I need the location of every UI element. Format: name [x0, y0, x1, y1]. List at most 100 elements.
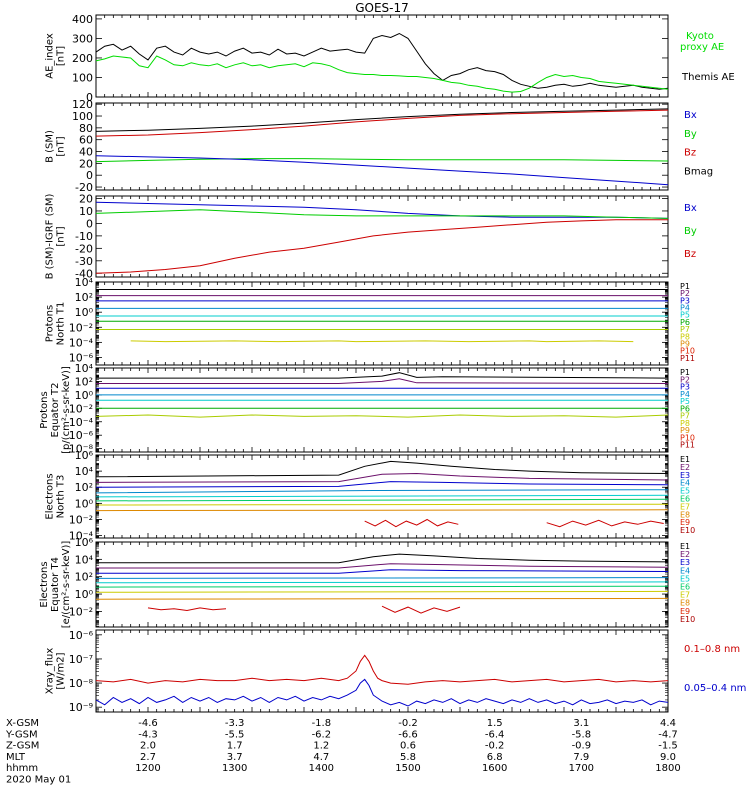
legend-entry: P8: [680, 332, 690, 341]
legend-entry: P8: [680, 419, 690, 428]
series-line-e3: [95, 481, 669, 488]
x-axis-value: -4.7: [658, 729, 678, 740]
y-axis-label: Xray_flux: [45, 648, 56, 695]
series-line-by: [95, 209, 669, 219]
y-axis-label: Electrons: [39, 561, 50, 607]
y-tick-label: 0: [86, 217, 93, 230]
legend-entry: E8: [680, 599, 690, 608]
legend-entry: 0.1–0.8 nm: [684, 644, 740, 655]
legend-entry: P11: [680, 441, 695, 450]
x-axis-row-label: hhmm: [6, 763, 38, 774]
y-tick-label: 10⁰: [75, 306, 94, 319]
x-axis-row-label: Y-GSM: [5, 729, 38, 740]
legend-entry: P9: [680, 339, 690, 348]
legend-entry: P9: [680, 426, 690, 435]
legend-entry: P1: [680, 368, 690, 377]
y-tick-label: 10⁴: [75, 553, 94, 566]
series-line-e9: [381, 605, 461, 614]
x-axis-value: 2.0: [140, 741, 156, 752]
x-axis-value: 1400: [309, 763, 334, 774]
legend-entry: E4: [680, 566, 690, 575]
legend-entry: P5: [680, 397, 690, 406]
x-axis-value: -6.6: [398, 729, 418, 740]
legend-entry: E1: [680, 542, 690, 551]
series-line-e2: [96, 563, 669, 569]
y-axis-label: [nT]: [56, 46, 67, 66]
series-line-bx: [95, 201, 669, 219]
y-tick-label: 0: [86, 91, 93, 104]
y-axis-label: AE_index: [45, 33, 56, 79]
x-axis-value: 1300: [222, 763, 247, 774]
series-line-kyoto-proxy-ae: [95, 55, 669, 93]
x-axis-value: 4.7: [313, 752, 329, 763]
x-axis-value: 1600: [482, 763, 507, 774]
x-axis-value: 1500: [395, 763, 420, 774]
y-tick-label: 20: [79, 157, 93, 170]
y-tick-label: 10²: [75, 375, 93, 388]
x-axis-value: 4.4: [660, 718, 676, 729]
legend-entry: P2: [680, 375, 690, 384]
y-axis-label: Protons: [39, 391, 50, 428]
series-line-e10: [546, 519, 664, 528]
y-tick-label: 10⁻⁴: [69, 336, 94, 349]
legend-entry: P11: [680, 354, 695, 363]
y-tick-label: 10⁰: [75, 497, 94, 510]
panel-p_north: 10⁻⁶ 10⁻⁴ 10⁻² 10⁰ 10² 10⁴ Protons North T1 P1P2…: [45, 276, 695, 366]
series-line-bz: [95, 109, 669, 137]
series-line-0-05-0-4-nm: [95, 678, 669, 707]
series-line-by: [95, 158, 669, 163]
y-tick-label: 10²: [75, 291, 93, 304]
legend-entry: P4: [680, 304, 690, 313]
y-tick-label: 10²: [75, 571, 93, 584]
y-tick-label: 100: [72, 110, 93, 123]
y-tick-label: 120: [72, 98, 93, 111]
x-axis-value: -4.6: [138, 718, 158, 729]
y-tick-label: 10⁰: [75, 588, 94, 601]
y-tick-label: 10⁻²: [69, 402, 93, 415]
x-axis-value: -0.9: [572, 741, 592, 752]
series-line-e1: [96, 553, 669, 564]
x-axis-value: 7.9: [573, 752, 589, 763]
y-tick-label: -30: [75, 255, 93, 268]
legend-entry: E3: [680, 471, 690, 480]
y-tick-label: 10: [79, 205, 93, 218]
y-tick-label: 0: [86, 169, 93, 182]
x-axis-row-label: Z-GSM: [6, 741, 39, 752]
series-line-e8: [95, 509, 669, 512]
y-tick-label: 400: [72, 13, 93, 26]
x-axis-value: -0.2: [485, 741, 505, 752]
y-axis-label: Equator T2: [50, 383, 61, 438]
x-axis-value: -4.3: [138, 729, 158, 740]
x-axis-value: 6.8: [487, 752, 503, 763]
y-tick-label: 10⁻²: [69, 513, 93, 526]
panel-frame: [95, 367, 669, 453]
x-axis-value: -0.2: [398, 718, 418, 729]
y-axis-label: Protons: [45, 305, 56, 342]
y-tick-label: 10⁻⁴: [69, 530, 94, 543]
legend-entry: E5: [680, 487, 690, 496]
series-line-0-1-0-8-nm: [95, 654, 669, 685]
legend-entry: By: [684, 226, 697, 237]
x-axis-value: -6.4: [485, 729, 505, 740]
y-tick-label: 10⁻⁶: [69, 429, 94, 442]
y-tick-label: 60: [79, 134, 93, 147]
x-axis-value: 1.2: [313, 741, 329, 752]
x-axis-value: 2.7: [140, 752, 156, 763]
series-line-e8: [95, 597, 669, 600]
legend-entry: E10: [680, 526, 695, 535]
series-line-e1: [95, 460, 669, 478]
y-axis-label: Equator T4: [50, 557, 61, 612]
y-axis-label: North T1: [56, 302, 67, 346]
x-axis-value: 9.0: [660, 752, 676, 763]
y-tick-label: 10⁴: [75, 362, 94, 375]
legend-entry: Bx: [684, 110, 697, 121]
series-line-p2: [96, 378, 669, 384]
y-tick-label: 10⁴: [75, 276, 94, 289]
y-axis-label: B (SM): [45, 130, 56, 163]
panel-frame: [95, 629, 669, 713]
legend-entry: E1: [680, 455, 690, 464]
